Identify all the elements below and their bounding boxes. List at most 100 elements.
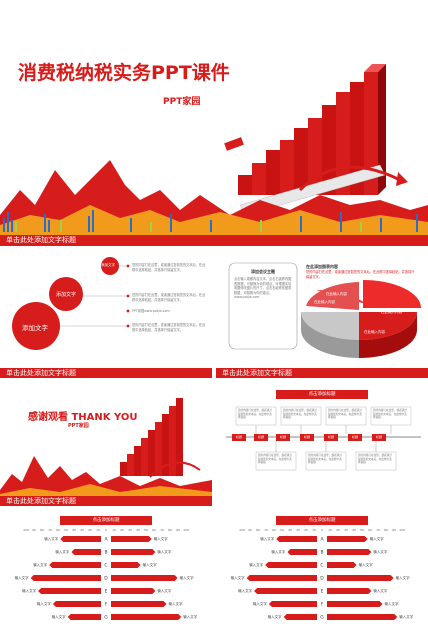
left-bar (287, 549, 317, 555)
circle-label-1: 添加文字 (101, 263, 115, 267)
left-bar-label: 输入文字 (22, 588, 36, 593)
circles-art (12, 257, 130, 350)
cover-slide[interactable]: 消费税纳税实务PPT课件 PPT家园 单击此处添加文字标题 (0, 0, 428, 250)
scale-tick-label: 20 (304, 528, 308, 532)
right-bar-label: 输入文字 (157, 588, 171, 593)
left-bar-label: 输入文字 (253, 601, 267, 606)
scale-tick-label: 60 (272, 528, 276, 532)
category-letter: E (321, 589, 324, 595)
cover-footer-bar: 单击此处添加文字标题 (0, 235, 428, 246)
butterfly1-header-label: 点击添加标题 (92, 518, 120, 523)
butterfly1-chart: 100 90 80 70 60 50 40 30 20 10 0 10 20 30 40 50 60 70 80 90… (15, 528, 198, 621)
right-bar (111, 562, 141, 568)
timeline-note-6: 您的内容打在这里，或者通过复制您的文本后，在此框中选择粘贴 (308, 454, 342, 464)
right-bar-label: 输入文字 (169, 601, 183, 606)
scale-tick-label: 0 (321, 528, 323, 532)
right-bar-label: 输入文字 (154, 536, 168, 541)
right-bar-label: 输入文字 (143, 562, 157, 567)
left-bar (276, 536, 317, 542)
left-bar-label: 输入文字 (260, 536, 274, 541)
scale-tick-label: 100 (23, 528, 29, 532)
timeline-note-3: 您的内容打在这里，或者通过复制您的文本后，在此框中选择粘贴 (328, 409, 362, 419)
slice-label-4: 在此输入内容 (364, 330, 385, 334)
scale-tick-label: 50 (360, 528, 364, 532)
right-bar (327, 562, 357, 568)
cover-footer-label: 单击此处添加文字标题 (6, 236, 76, 244)
circle-label-3: 添加文字 (22, 324, 48, 332)
right-bar (111, 549, 156, 555)
pie-3d (301, 280, 421, 358)
scale-tick-label: 100 (239, 528, 245, 532)
scale-tick-label: 80 (256, 528, 260, 532)
left-bar (246, 575, 317, 581)
scale-tick-label: 90 (32, 528, 36, 532)
slide4-footer-bar: 单击此处添加文字标题 (0, 496, 212, 506)
left-bar (49, 562, 101, 568)
right-bar (327, 601, 383, 607)
chart-title: 在此添加图表内容 (306, 264, 338, 269)
left-bar (38, 588, 101, 594)
left-bar-label: 输入文字 (33, 562, 47, 567)
scale-tick-label: 30 (128, 528, 132, 532)
category-letter: D (104, 576, 108, 582)
category-letter: F (105, 602, 108, 608)
timeline-node-6: 标题 (348, 434, 362, 441)
slide4-footer-label: 单击此处添加文字标题 (6, 497, 76, 505)
butterfly-slide-2[interactable]: 点击添加标题 100 90 80 70 60 50 40 30 20 10 0 10 20 30 40 50 6… (216, 510, 428, 630)
pie-slide[interactable]: 添加会议主题 点击输入观察内容文本，点击右键修改图表数据，可替换为你的观点。可根… (216, 252, 428, 378)
circles-slide[interactable]: 添加文字 添加文字 添加文字 您的内容打在这里，或者通过复制您的文本后，在此框中… (0, 252, 212, 378)
scale-tick-label: 0 (105, 528, 107, 532)
timeline-node-1: 标题 (232, 434, 246, 441)
scale-tick-label: 80 (384, 528, 388, 532)
right-bar-label: 输入文字 (157, 549, 171, 554)
category-letter: E (105, 589, 108, 595)
butterfly-slide-1[interactable]: 点击添加标题 100 90 80 70 60 50 40 30 20 10 0 10 20 30 40 50 6… (0, 510, 212, 630)
right-bar (327, 536, 368, 542)
right-bar (327, 614, 398, 620)
slice-label-2: 在此输入内容 (314, 300, 335, 304)
scale-tick-label: 70 (376, 528, 380, 532)
scale-tick-label: 60 (56, 528, 60, 532)
pie-art (228, 262, 421, 358)
timeline-note-4: 您的内容打在这里，或者通过复制您的文本后，在此框中选择粘贴 (373, 409, 407, 419)
category-letter: F (321, 602, 324, 608)
timeline-header-label: 点击添加标题 (308, 392, 336, 397)
left-bar (254, 588, 317, 594)
scale-tick-label: 60 (152, 528, 156, 532)
left-bar-label: 输入文字 (231, 575, 245, 580)
scale-tick-label: 70 (160, 528, 164, 532)
butterfly1-header: 点击添加标题 (60, 516, 152, 525)
slide2-footer-label: 单击此处添加文字标题 (6, 369, 76, 377)
category-letter: D (320, 576, 324, 582)
chart-desc: 您的内容打在这里，或者通过复制您的文本后，在此框中选择粘贴，并选择只保留文字。 (306, 270, 415, 279)
timeline-node-7: 标题 (372, 434, 386, 441)
timeline-node-5: 标题 (324, 434, 338, 441)
right-bar-label: 输入文字 (385, 601, 399, 606)
scale-tick-label: 30 (80, 528, 84, 532)
timeline-node-2: 标题 (254, 434, 268, 441)
bar-chart-graphic (224, 64, 408, 216)
circle-label-2: 添加文字 (56, 292, 77, 298)
timeline-note-1: 您的内容打在这里，或者通过复制您的文本后，在此框中选择粘贴 (238, 409, 272, 419)
right-bar-label: 输入文字 (373, 549, 387, 554)
circle-medium (49, 277, 83, 311)
right-bar (327, 588, 372, 594)
scale-tick-label: 50 (144, 528, 148, 532)
slide2-footer-bar: 单击此处添加文字标题 (0, 368, 212, 378)
right-bar-label: 输入文字 (370, 536, 384, 541)
right-bar-label: 输入文字 (180, 575, 194, 580)
timeline-slide[interactable]: 点击添加标题 标题 标题 标题 标题 标题 标题 标题 您的内容打在这里，或者通… (216, 382, 428, 506)
category-letter: B (320, 550, 323, 556)
scale-tick-label: 70 (264, 528, 268, 532)
right-bar-label: 输入文字 (399, 614, 413, 619)
thanks-slide[interactable]: 感谢观看 THANK YOU PPT家园 单击此处添加文字标题 (0, 382, 212, 506)
scale-tick-label: 40 (352, 528, 356, 532)
right-bar-label: 输入文字 (373, 588, 387, 593)
category-letter: C (320, 563, 323, 569)
thanks-title: 感谢观看 THANK YOU (28, 412, 138, 423)
scale-tick-label: 10 (328, 528, 332, 532)
scale-tick-label: 80 (168, 528, 172, 532)
left-bar (67, 614, 101, 620)
scale-tick-label: 80 (40, 528, 44, 532)
left-bar (268, 601, 317, 607)
